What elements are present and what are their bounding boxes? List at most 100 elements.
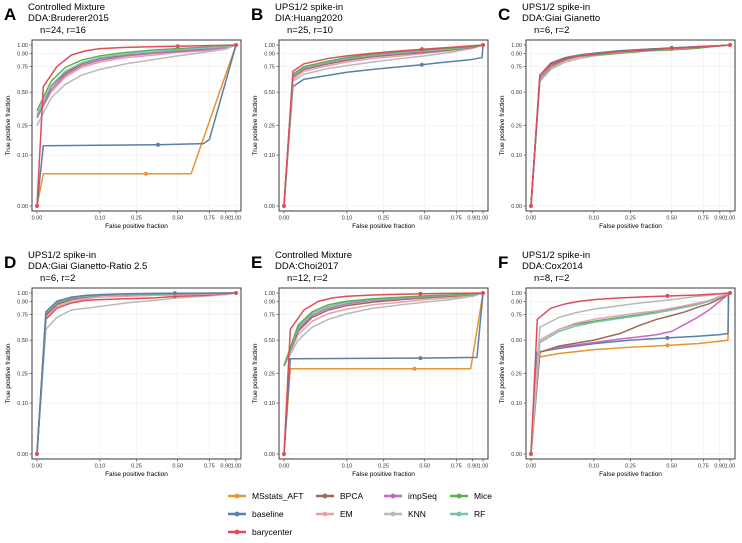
legend-label-RF: RF	[474, 509, 485, 519]
series-line-barycenter	[36, 44, 237, 207]
y-tick-label: 0.90	[17, 299, 28, 305]
series-marker-MSstats_AFT	[412, 366, 417, 371]
series-line-KNN	[530, 292, 731, 455]
y-tick-label: 0.75	[511, 313, 522, 319]
series-marker-MSstats_AFT	[143, 171, 148, 176]
legend-box	[220, 482, 522, 542]
panel-title-line1: UPS1/2 spike-in	[522, 250, 590, 261]
x-tick-label: 0.00	[32, 216, 43, 222]
origin-point	[282, 452, 286, 456]
x-tick-label: 0.90	[467, 464, 478, 470]
legend-swatch-dot-KNN	[390, 511, 396, 517]
y-tick-label: 0.10	[264, 153, 275, 159]
series-marker-barycenter	[419, 47, 424, 52]
y-tick-label: 1.00	[264, 43, 275, 49]
x-tick-label: 0.25	[131, 216, 142, 222]
origin-point	[35, 204, 39, 208]
origin-point	[35, 452, 39, 456]
x-tick-label: 0.75	[698, 464, 709, 470]
x-tick-label: 0.75	[451, 464, 462, 470]
series-line-barycenter	[36, 292, 237, 455]
series-line-KNN	[283, 292, 484, 367]
series-line-EM	[36, 44, 237, 119]
y-tick-label: 1.00	[264, 291, 275, 297]
plot-border	[31, 287, 242, 460]
legend-swatch-dot-EM	[322, 511, 328, 517]
x-tick-label: 0.50	[172, 464, 183, 470]
legend-label-barycenter: barycenter	[252, 527, 292, 537]
y-tick-label: 0.00	[511, 204, 522, 210]
legend: MSstats_AFT baseline barycenter BPCA EM impSe…	[220, 482, 522, 542]
panel-letter-D: D	[4, 253, 16, 272]
y-tick-label: 0.50	[511, 338, 522, 344]
y-tick-label: 0.50	[17, 338, 28, 344]
x-tick-label: 0.00	[32, 464, 43, 470]
series-line-KNN	[36, 292, 237, 455]
x-tick-label: 0.25	[131, 464, 142, 470]
legend-label-impSeq: impSeq	[408, 491, 437, 501]
legend-label-EM: EM	[340, 509, 353, 519]
x-tick-label: 1.00	[231, 216, 242, 222]
legend-swatch-dot-MSstats_AFT	[234, 493, 240, 499]
series-line-baseline	[283, 44, 484, 207]
panel-subtitle: n=12, r=2	[287, 273, 328, 284]
panel-title-line2: DDA:Choi2017	[275, 261, 338, 272]
end-point	[234, 43, 238, 47]
y-tick-label: 0.00	[264, 452, 275, 458]
panel-letter-B: B	[251, 5, 263, 24]
legend-swatch-dot-RF	[456, 511, 462, 517]
series-line-BPCA	[530, 292, 731, 455]
y-tick-label: 0.90	[264, 51, 275, 57]
end-point	[234, 291, 238, 295]
y-tick-label: 0.90	[17, 51, 28, 57]
x-tick-label: 0.10	[589, 216, 600, 222]
y-axis-title: True positive fraction	[499, 95, 506, 155]
legend-label-BPCA: BPCA	[340, 491, 363, 501]
x-tick-label: 0.00	[526, 216, 537, 222]
y-tick-label: 0.90	[511, 299, 522, 305]
panel-title-line2: DDA:Giai Gianetto	[522, 13, 600, 24]
legend-label-MSstats_AFT: MSstats_AFT	[252, 491, 303, 501]
panel-title-line2: DDA:Cox2014	[522, 261, 583, 272]
panel-title-line1: Controlled Mixture	[275, 250, 352, 261]
series-marker-baseline	[419, 62, 424, 67]
x-tick-label: 0.75	[204, 464, 215, 470]
panel-subtitle: n=8, r=2	[534, 273, 569, 284]
y-tick-label: 0.00	[264, 204, 275, 210]
series-line-impSeq	[530, 292, 731, 455]
series-line-barycenter	[530, 292, 731, 455]
y-axis-title: True positive fraction	[252, 95, 259, 155]
series-marker-baseline	[665, 335, 670, 340]
x-tick-label: 0.25	[625, 216, 636, 222]
series-marker-barycenter	[418, 291, 423, 296]
y-axis-title: True positive fraction	[499, 343, 506, 403]
x-tick-label: 1.00	[478, 464, 489, 470]
series-line-barycenter	[283, 44, 484, 207]
panel-letter-E: E	[251, 253, 262, 272]
plot-border	[278, 39, 489, 212]
y-tick-label: 0.25	[511, 372, 522, 378]
y-tick-label: 0.90	[264, 299, 275, 305]
x-axis-title: False positive fraction	[352, 471, 415, 478]
series-line-EM	[530, 292, 731, 455]
origin-point	[282, 204, 286, 208]
series-line-Mice	[283, 292, 484, 367]
series-line-baseline	[36, 44, 237, 207]
legend-label-Mice: Mice	[474, 491, 492, 501]
series-marker-baseline	[156, 142, 161, 147]
series-marker-MSstats_AFT	[665, 343, 670, 348]
x-tick-label: 0.50	[172, 216, 183, 222]
x-tick-label: 0.75	[698, 216, 709, 222]
y-tick-label: 1.00	[511, 43, 522, 49]
x-tick-label: 0.25	[378, 216, 389, 222]
series-line-EM	[283, 292, 484, 367]
series-marker-baseline	[418, 356, 423, 361]
y-tick-label: 0.00	[17, 452, 28, 458]
y-tick-label: 0.75	[17, 65, 28, 71]
y-tick-label: 1.00	[511, 291, 522, 297]
x-axis-title: False positive fraction	[599, 471, 662, 478]
